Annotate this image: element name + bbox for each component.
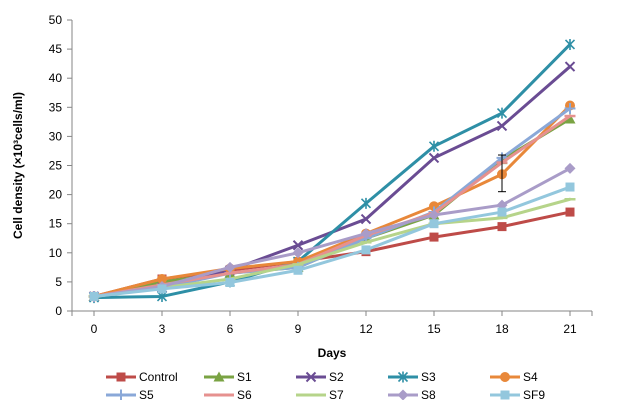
legend-item-s8: S8	[388, 388, 436, 402]
x-tick-label: 12	[359, 322, 373, 336]
series-sf9	[89, 182, 575, 301]
data-point	[497, 207, 507, 217]
x-tick-label: 21	[563, 322, 577, 336]
y-tick-label: 30	[49, 129, 63, 143]
legend-label: S6	[237, 388, 252, 400]
data-point	[428, 140, 440, 152]
data-point	[292, 247, 304, 259]
data-point	[225, 277, 235, 287]
data-point	[429, 232, 439, 242]
legend-label: Control	[139, 370, 178, 384]
series-line	[92, 197, 572, 298]
data-point	[564, 162, 576, 174]
y-tick-label: 25	[49, 159, 63, 173]
axes: 0 5 10 15 20 25 30 35 40 45 50 0 3 6 9 12 15 18 21	[49, 13, 593, 336]
legend: Control S1 S2 S3 S4 S5 S6 S7 S8 SF9	[106, 370, 545, 402]
series-line	[92, 104, 572, 298]
y-tick-label: 40	[49, 71, 63, 85]
legend-item-s1: S1	[204, 370, 252, 384]
data-point	[564, 102, 576, 114]
legend-swatch-marker	[116, 372, 126, 382]
data-point	[428, 209, 440, 221]
legend-swatch-marker	[305, 371, 317, 383]
y-tick-label: 35	[49, 100, 63, 114]
data-point	[293, 265, 303, 275]
x-tick-label: 18	[495, 322, 509, 336]
series-line	[92, 42, 572, 300]
data-point	[496, 120, 508, 132]
y-tick-label: 15	[49, 217, 63, 231]
legend-item-s7: S7	[296, 388, 344, 402]
legend-label: SF9	[523, 388, 545, 400]
series-line	[92, 166, 572, 298]
data-point	[360, 197, 372, 209]
series-layer	[88, 38, 576, 304]
y-tick-label: 5	[55, 275, 62, 289]
data-point	[497, 222, 507, 232]
series-line	[92, 106, 572, 298]
x-tick-label: 6	[227, 322, 234, 336]
data-point	[360, 228, 372, 240]
data-point	[89, 291, 99, 301]
y-tick-label: 0	[55, 304, 62, 318]
legend-swatch-marker	[115, 389, 127, 401]
error-bars	[498, 154, 506, 193]
legend-swatch-marker	[500, 390, 510, 400]
x-tick-label: 3	[159, 322, 166, 336]
x-tick-label: 0	[91, 322, 98, 336]
legend-label: S5	[139, 388, 154, 400]
legend-label: S4	[523, 370, 538, 384]
legend-label: S8	[421, 388, 436, 400]
legend-item-s4: S4	[490, 370, 538, 384]
data-point	[496, 107, 508, 119]
data-point	[565, 207, 575, 217]
data-point	[157, 273, 167, 284]
series-line	[92, 185, 572, 298]
legend-swatch-marker	[213, 371, 225, 382]
data-point	[157, 284, 167, 294]
data-point	[224, 261, 236, 273]
data-point	[564, 38, 576, 50]
legend-item-s5: S5	[106, 388, 154, 402]
y-tick-label: 20	[49, 188, 63, 202]
y-axis-title: Cell density (×10³cells/ml)	[11, 92, 25, 239]
y-tick-label: 45	[49, 42, 63, 56]
y-tick-label: 50	[49, 13, 63, 27]
data-point	[361, 245, 371, 255]
legend-item-s6: S6	[204, 388, 252, 402]
legend-item-sf9: SF9	[490, 388, 545, 402]
legend-item-control: Control	[106, 370, 178, 384]
legend-swatch-marker	[397, 389, 409, 401]
data-point	[565, 182, 575, 192]
legend-label: S7	[329, 388, 344, 400]
legend-item-s3: S3	[388, 370, 436, 384]
legend-label: S1	[237, 370, 252, 384]
data-point	[360, 213, 372, 225]
data-point	[292, 240, 304, 251]
x-tick-label: 15	[427, 322, 441, 336]
data-point	[429, 219, 439, 229]
series-line	[92, 65, 572, 298]
data-point	[428, 152, 440, 164]
legend-item-s2: S2	[296, 370, 344, 384]
x-axis-title: Days	[318, 346, 347, 360]
y-tick-label: 10	[49, 246, 63, 260]
x-tick-label: 9	[295, 322, 302, 336]
legend-label: S3	[421, 370, 436, 384]
data-point	[564, 113, 576, 124]
legend-swatch-marker	[500, 372, 510, 382]
legend-swatch-marker	[397, 371, 409, 383]
legend-label: S2	[329, 370, 344, 384]
data-point	[564, 61, 576, 72]
